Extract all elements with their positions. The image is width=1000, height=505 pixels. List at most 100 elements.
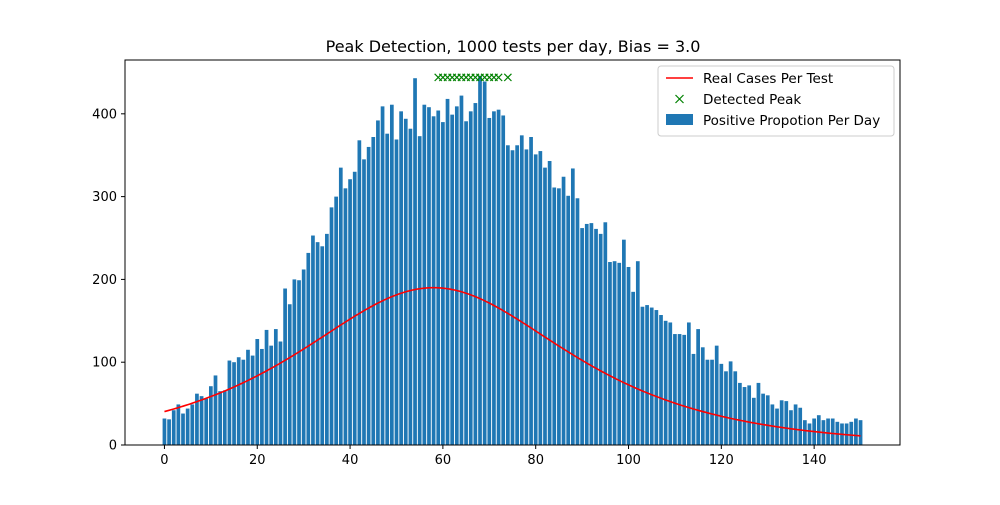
x-tick-label: 0: [160, 453, 168, 468]
bar: [710, 359, 714, 445]
bar: [510, 150, 515, 445]
bar: [826, 418, 830, 445]
bar: [464, 121, 468, 446]
x-tick-label: 140: [802, 453, 827, 468]
bar: [765, 395, 770, 445]
bar: [473, 103, 478, 445]
bar: [385, 133, 390, 445]
bar: [714, 345, 719, 445]
line-series: [164, 286, 861, 437]
bar: [756, 382, 761, 445]
bar: [283, 288, 287, 445]
bar: [362, 159, 366, 445]
bar: [185, 408, 190, 445]
bar: [431, 116, 436, 445]
bar: [751, 397, 756, 445]
bar: [798, 407, 803, 445]
bar: [557, 188, 561, 446]
legend-label-bar: Positive Propotion Per Day: [703, 113, 880, 129]
bar: [389, 104, 394, 445]
bar: [719, 363, 724, 445]
bar: [584, 223, 589, 445]
bar: [580, 228, 584, 445]
real-cases-line: [164, 286, 861, 437]
bar: [770, 404, 775, 445]
bar: [227, 360, 232, 445]
bar: [301, 269, 306, 445]
bar: [199, 396, 204, 445]
bar: [241, 359, 246, 445]
bar: [529, 137, 533, 445]
bar: [190, 404, 195, 445]
bar: [552, 187, 557, 445]
bar: [195, 393, 199, 445]
bar: [793, 404, 798, 445]
bar: [617, 262, 622, 445]
bar: [789, 410, 793, 445]
bar: [612, 261, 617, 445]
bar-series: [162, 75, 863, 446]
x-tick-label: 20: [249, 453, 266, 468]
y-tick-label: 0: [109, 439, 117, 454]
bar: [668, 322, 673, 445]
bar: [218, 391, 222, 445]
bar: [399, 111, 403, 445]
bar: [506, 145, 510, 445]
bar: [306, 252, 311, 445]
bar: [366, 146, 371, 445]
chart-title: Peak Detection, 1000 tests per day, Bias…: [326, 37, 701, 56]
bar: [264, 329, 269, 445]
bar: [427, 107, 431, 446]
x-tick-label: 100: [616, 453, 641, 468]
bar: [422, 104, 427, 445]
bar: [232, 362, 236, 445]
legend-box: [657, 65, 895, 137]
bar: [566, 195, 571, 445]
legend-label-line: Real Cases Per Test: [703, 71, 833, 87]
bar: [649, 307, 654, 445]
x-tick-label: 40: [342, 453, 359, 468]
bar: [849, 421, 854, 445]
bar: [700, 347, 705, 445]
bar: [677, 334, 682, 445]
bar: [830, 418, 835, 445]
y-tick-label: 100: [92, 356, 117, 371]
bar: [176, 404, 181, 445]
bar: [622, 239, 626, 445]
bar: [742, 387, 747, 445]
y-axis: 0 100 200 300 400: [92, 107, 125, 454]
bar: [408, 128, 413, 445]
bar: [724, 371, 728, 445]
bar: [589, 223, 594, 445]
bar: [450, 114, 455, 445]
bar: [236, 357, 241, 445]
bar: [320, 246, 325, 445]
marker-series: [434, 73, 512, 82]
x-tick-label: 80: [527, 453, 544, 468]
bar: [260, 348, 264, 445]
bar: [728, 361, 733, 445]
bar: [352, 171, 357, 445]
bar: [297, 280, 301, 445]
bar: [496, 109, 501, 445]
bar: [686, 322, 691, 445]
bar: [747, 385, 752, 445]
bar: [543, 167, 547, 446]
bar: [635, 261, 640, 445]
bar: [515, 145, 519, 445]
bar: [608, 262, 612, 445]
bar: [204, 398, 209, 445]
bar: [570, 168, 575, 445]
bar: [816, 415, 821, 445]
legend-label-marker: Detected Peak: [703, 92, 801, 108]
bar: [533, 154, 538, 446]
y-tick-label: 200: [92, 273, 117, 288]
bar: [213, 375, 218, 445]
bar: [807, 423, 812, 445]
plot-frame: [124, 59, 901, 446]
bar: [598, 233, 603, 445]
bar: [524, 149, 529, 445]
bar: [538, 151, 543, 446]
